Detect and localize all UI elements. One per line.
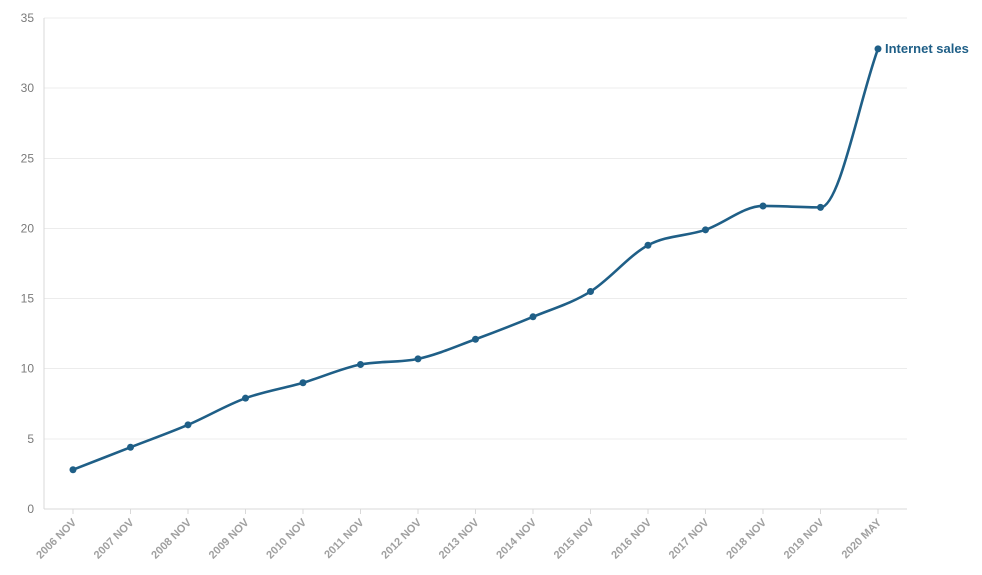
series: Internet sales [69, 41, 969, 474]
y-tick-label: 25 [21, 151, 35, 165]
x-tick-label: 2020 MAY [840, 516, 885, 561]
y-tick-label: 0 [27, 502, 34, 516]
grid-lines [44, 17, 907, 440]
data-point [184, 421, 192, 429]
y-tick-label: 20 [21, 221, 35, 235]
x-axis-tick-labels: 2006 NOV 2007 NOV 2008 NOV 2009 NOV 2010 NOV… [34, 516, 884, 561]
y-tick-label: 5 [27, 432, 34, 446]
data-point [127, 443, 134, 451]
x-tick-label: 2014 NOV [494, 516, 539, 561]
data-point [644, 241, 652, 249]
data-point [759, 202, 767, 210]
series-line [71, 47, 880, 472]
data-point [472, 335, 479, 343]
data-point [587, 288, 594, 296]
x-tick-label: 2008 NOV [149, 516, 194, 561]
axes [43, 18, 907, 514]
x-tick-label: 2007 NOV [92, 516, 137, 561]
x-tick-label: 2015 NOV [552, 516, 597, 561]
y-tick-label: 30 [21, 81, 35, 95]
data-point [874, 45, 882, 53]
x-tick-label: 2016 NOV [609, 516, 654, 561]
series-label: Internet sales [885, 41, 969, 56]
x-tick-label: 2009 NOV [207, 516, 252, 561]
x-tick-label: 2018 NOV [724, 516, 769, 561]
data-point [414, 355, 422, 363]
y-tick-label: 15 [21, 292, 35, 306]
x-tick-label: 2017 NOV [667, 516, 712, 561]
x-tick-label: 2019 NOV [782, 516, 827, 561]
x-tick-label: 2012 NOV [379, 516, 424, 561]
y-axis-tick-labels: 0 5 10 15 20 25 30 35 [21, 11, 35, 516]
data-point [242, 394, 249, 402]
data-point [529, 313, 537, 321]
data-point [357, 361, 364, 369]
data-point [702, 226, 709, 234]
data-point [817, 203, 824, 211]
x-tick-label: 2010 NOV [264, 516, 309, 561]
x-tick-label: 2006 NOV [34, 516, 79, 561]
y-tick-label: 10 [21, 362, 35, 376]
data-point [69, 466, 77, 474]
data-point [299, 379, 307, 387]
x-tick-label: 2011 NOV [322, 516, 367, 561]
x-tick-label: 2013 NOV [437, 516, 482, 561]
y-tick-label: 35 [21, 11, 35, 25]
